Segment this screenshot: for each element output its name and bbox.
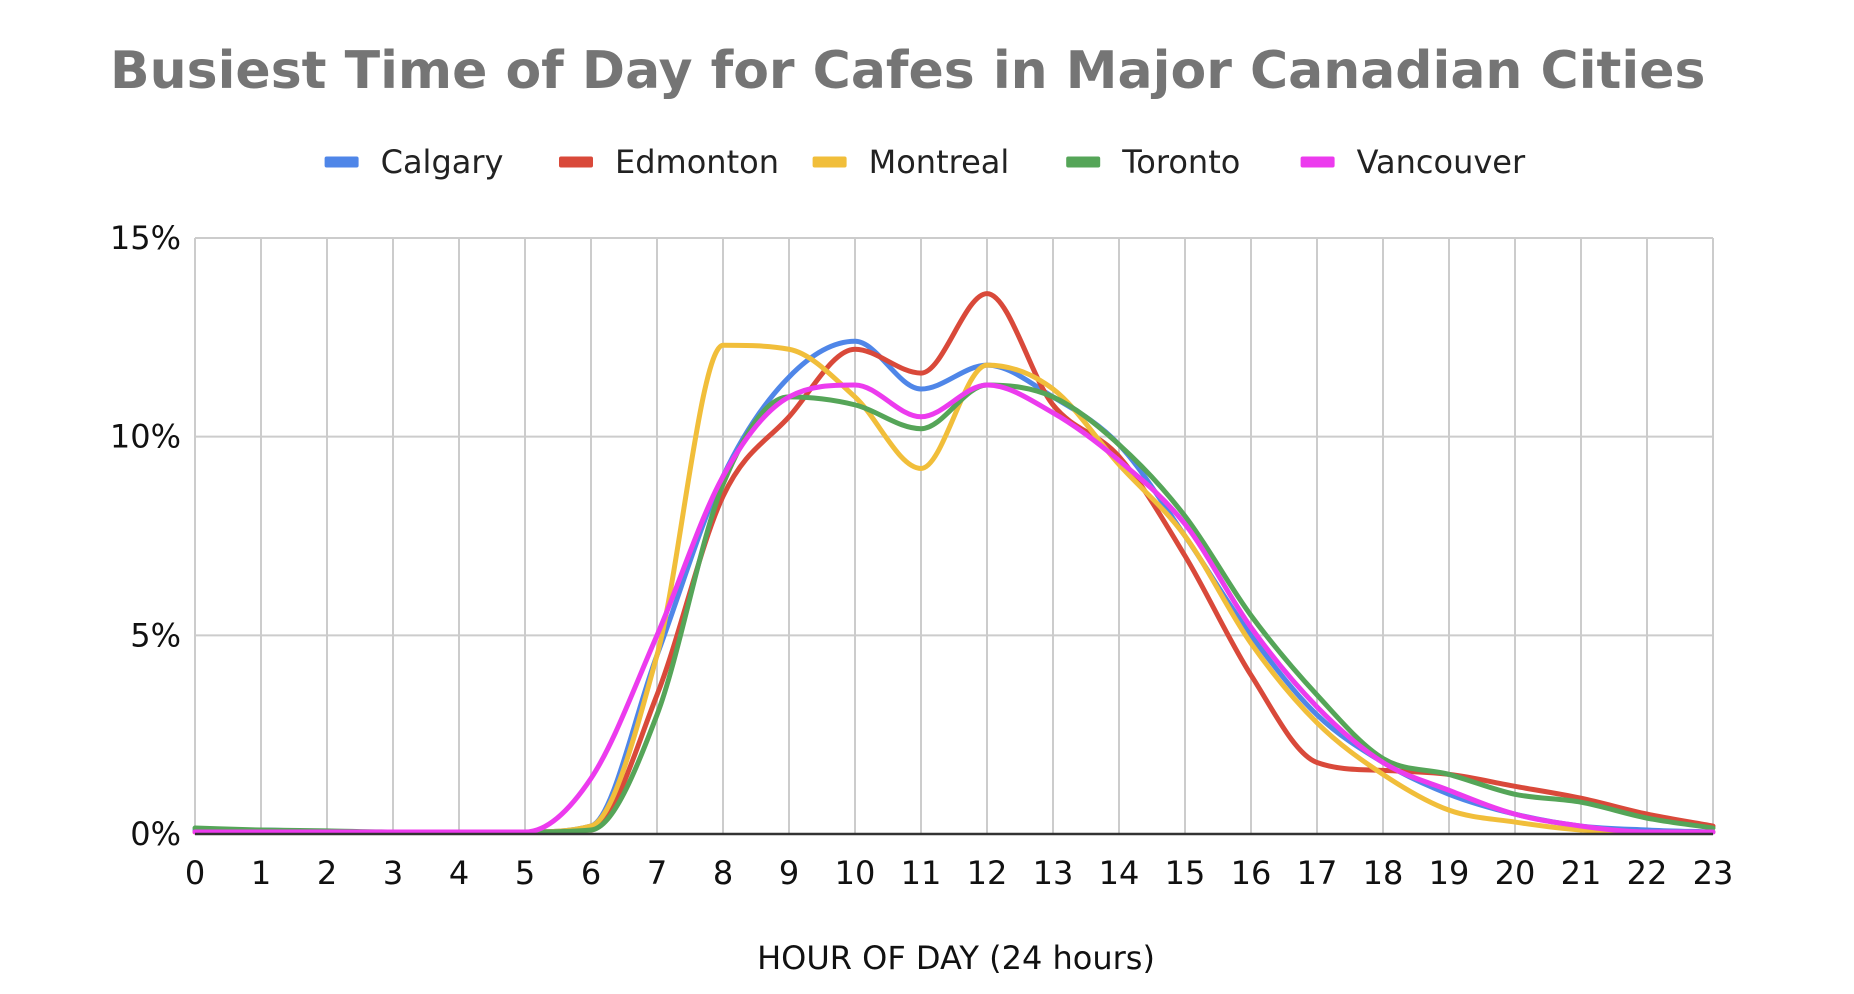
x-tick-label-12: 12 bbox=[967, 854, 1008, 892]
legend-label-montreal: Montreal bbox=[869, 143, 1010, 181]
legend-label-edmonton: Edmonton bbox=[615, 143, 779, 181]
grid bbox=[194, 237, 1714, 834]
legend-item-calgary: Calgary bbox=[324, 143, 504, 181]
legend-swatch-vancouver bbox=[1300, 156, 1335, 168]
x-axis-tick-labels: 0 1 2 3 4 5 6 7 8 9 10 11 12 13 14 15 16 17 18 19 20 21 22 23 bbox=[185, 854, 1734, 892]
x-tick-label-17: 17 bbox=[1297, 854, 1338, 892]
x-tick-label-21: 21 bbox=[1561, 854, 1602, 892]
legend-item-toronto: Toronto bbox=[1066, 143, 1240, 181]
series-line-montreal bbox=[192, 342, 1716, 835]
legend-item-vancouver: Vancouver bbox=[1300, 143, 1526, 181]
legend-item-edmonton: Edmonton bbox=[559, 143, 779, 181]
y-tick-label-3: 15% bbox=[110, 219, 181, 257]
x-tick-label-15: 15 bbox=[1165, 854, 1206, 892]
legend-label-vancouver: Vancouver bbox=[1357, 143, 1526, 181]
x-axis-title: HOUR OF DAY (24 hours) bbox=[757, 939, 1155, 977]
x-tick-label-14: 14 bbox=[1099, 854, 1140, 892]
legend-swatch-toronto bbox=[1066, 156, 1101, 168]
legend-swatch-edmonton bbox=[559, 156, 593, 168]
x-tick-label-4: 4 bbox=[449, 854, 469, 892]
x-tick-label-5: 5 bbox=[515, 854, 535, 892]
legend: Calgary Edmonton Montreal Toronto Vancouver bbox=[324, 143, 1526, 181]
x-tick-label-10: 10 bbox=[835, 854, 876, 892]
y-tick-label-1: 5% bbox=[130, 616, 181, 654]
legend-swatch-montreal bbox=[812, 156, 847, 168]
x-tick-label-2: 2 bbox=[317, 854, 337, 892]
x-tick-label-7: 7 bbox=[647, 854, 667, 892]
x-tick-label-0: 0 bbox=[185, 854, 205, 892]
x-tick-label-18: 18 bbox=[1363, 854, 1404, 892]
x-tick-label-19: 19 bbox=[1429, 854, 1470, 892]
x-tick-label-20: 20 bbox=[1495, 854, 1536, 892]
legend-label-toronto: Toronto bbox=[1121, 143, 1240, 181]
legend-item-montreal: Montreal bbox=[812, 143, 1010, 181]
x-tick-label-9: 9 bbox=[779, 854, 799, 892]
series-line-vancouver bbox=[192, 382, 1716, 835]
series-line-toronto bbox=[192, 382, 1716, 835]
x-tick-label-8: 8 bbox=[713, 854, 733, 892]
legend-label-calgary: Calgary bbox=[381, 143, 504, 181]
x-tick-label-11: 11 bbox=[901, 854, 942, 892]
x-tick-label-6: 6 bbox=[581, 854, 601, 892]
chart-title: Busiest Time of Day for Cafes in Major C… bbox=[110, 41, 1705, 101]
x-tick-label-1: 1 bbox=[251, 854, 271, 892]
series-lines bbox=[192, 291, 1716, 835]
legend-swatch-calgary bbox=[324, 156, 359, 168]
x-tick-label-13: 13 bbox=[1033, 854, 1074, 892]
y-tick-label-2: 10% bbox=[110, 418, 181, 456]
y-tick-label-0: 0% bbox=[130, 815, 181, 853]
y-axis-tick-labels: 0% 5% 10% 15% bbox=[110, 219, 181, 853]
x-tick-label-22: 22 bbox=[1627, 854, 1668, 892]
x-tick-label-3: 3 bbox=[383, 854, 403, 892]
x-tick-label-23: 23 bbox=[1693, 854, 1734, 892]
x-tick-label-16: 16 bbox=[1231, 854, 1272, 892]
